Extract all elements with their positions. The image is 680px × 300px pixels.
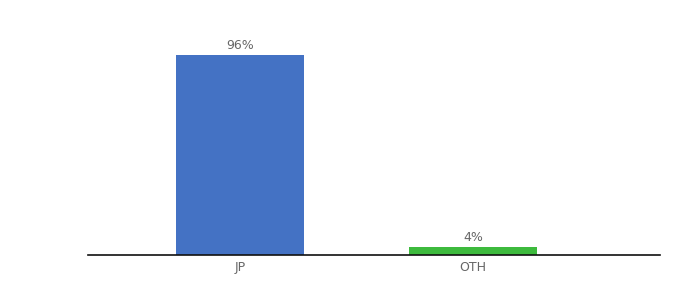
Bar bbox=[176, 55, 304, 255]
Text: 96%: 96% bbox=[226, 39, 254, 52]
Bar bbox=[409, 247, 537, 255]
Text: 4%: 4% bbox=[463, 231, 483, 244]
